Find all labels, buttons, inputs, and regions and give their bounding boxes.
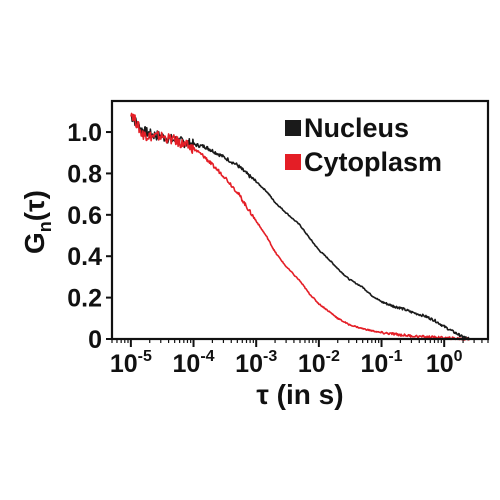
y-axis-title-subscript: n: [35, 221, 55, 232]
x-tick-label: 10-5: [110, 348, 152, 378]
series-layer: [130, 112, 470, 341]
y-tick-label: 1.0: [67, 119, 102, 147]
legend-swatch-nucleus: [285, 120, 301, 136]
x-tick-label: 10-3: [235, 348, 277, 378]
y-tick-label: 0.2: [67, 285, 102, 313]
legend-label-nucleus: Nucleus: [304, 113, 409, 143]
x-tick-label: 10-4: [173, 348, 215, 378]
y-axis-title: Gn(τ): [19, 190, 55, 254]
y-tick-label: 0.8: [67, 160, 102, 188]
x-axis-title: τ (in s): [256, 379, 343, 410]
y-axis-title-main: G: [19, 232, 50, 254]
series-line-cytoplasm: [130, 112, 470, 341]
x-tick-label: 10-1: [361, 348, 403, 378]
y-tick-label: 0: [88, 326, 102, 354]
y-tick-label: 0.4: [67, 243, 102, 271]
labels-layer: 0 0.2 0.4 0.6 0.8 1.0 10-5 10-4 10-3 10-2 10-1 100: [67, 119, 462, 378]
legend: Nucleus Cytoplasm: [285, 113, 442, 177]
y-axis-title-argument: (τ): [19, 190, 50, 221]
x-tick-label: 100: [426, 348, 463, 378]
x-tick-label: 10-2: [298, 348, 340, 378]
legend-label-cytoplasm: Cytoplasm: [304, 147, 442, 177]
legend-swatch-cytoplasm: [285, 154, 301, 170]
ticks-layer: [106, 131, 489, 347]
y-tick-label: 0.6: [67, 202, 102, 230]
